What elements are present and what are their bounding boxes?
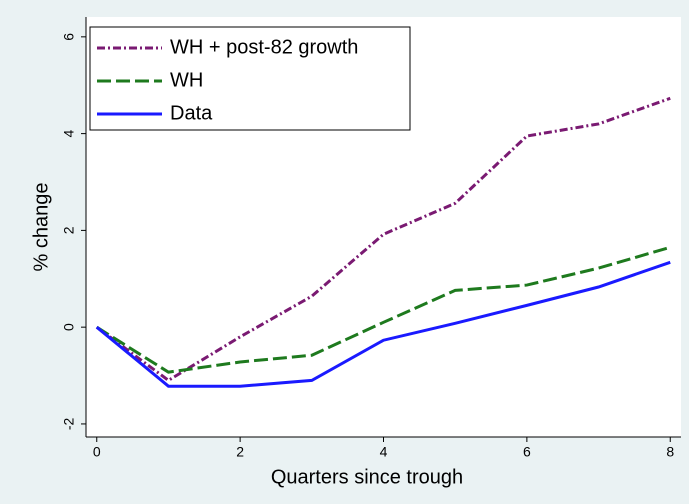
y-tick-label: 0 — [61, 323, 77, 331]
y-tick-label: -2 — [61, 417, 77, 430]
legend-label: WH — [170, 69, 203, 91]
y-tick-label: 4 — [61, 130, 77, 138]
series-line — [95, 96, 671, 383]
legend-label: Data — [170, 102, 213, 124]
y-axis-label: % change — [30, 183, 52, 272]
y-tick-label: 2 — [61, 226, 77, 234]
series-line — [95, 260, 671, 388]
y-tick-label: 6 — [61, 33, 77, 41]
series-line — [95, 245, 671, 374]
legend-label: WH + post-82 growth — [170, 36, 358, 58]
x-tick-label: 4 — [380, 444, 388, 460]
x-axis-label: Quarters since trough — [271, 466, 463, 488]
x-tick-label: 0 — [93, 444, 101, 460]
x-tick-label: 8 — [666, 444, 674, 460]
x-tick-label: 2 — [236, 444, 244, 460]
x-tick-label: 6 — [523, 444, 531, 460]
